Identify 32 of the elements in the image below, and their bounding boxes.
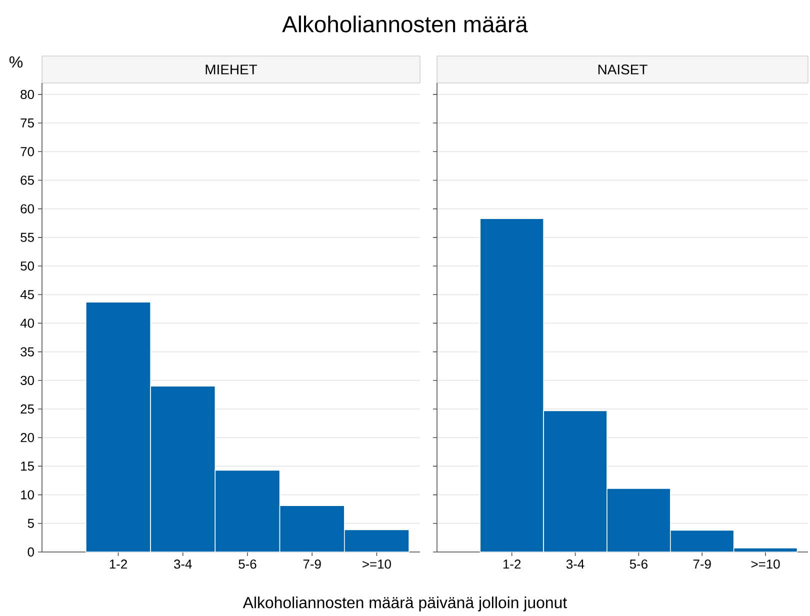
- y-tick-label: 60: [20, 204, 34, 214]
- y-tick-label: 75: [20, 118, 34, 128]
- y-tick-label: 0: [28, 547, 34, 557]
- y-tick-label: 50: [20, 261, 34, 271]
- y-tick-label: 20: [20, 433, 34, 442]
- y-axis-title: %: [9, 56, 23, 68]
- x-tick-label: 5-6: [238, 560, 256, 569]
- y-tick-label: 15: [21, 462, 34, 471]
- y-tick-label: 5: [28, 518, 34, 528]
- y-tick-label: 35: [20, 347, 34, 356]
- y-tick-label: 10: [21, 490, 34, 500]
- x-tick-label: 1-2: [110, 560, 127, 569]
- y-tick-label: 45: [20, 290, 34, 300]
- x-tick-label: 1-2: [503, 560, 521, 569]
- x-tick-label: 5-6: [630, 560, 648, 569]
- x-tick-label: >=10: [362, 560, 391, 569]
- x-tick-label: 7-9: [303, 560, 321, 569]
- chart-subtitle: NAISET: [598, 64, 648, 74]
- y-tick-label: 80: [20, 90, 34, 100]
- x-tick-label: 3-4: [566, 560, 584, 569]
- y-tick-label: 70: [20, 147, 34, 156]
- x-axis-title: Alkoholiannosten määrä päivänä jolloin juonut: [242, 596, 567, 612]
- y-tick-label: 30: [20, 376, 34, 385]
- x-tick-label: 7-9: [693, 560, 711, 569]
- y-tick-label: 25: [20, 404, 34, 414]
- y-tick-label: 65: [20, 176, 34, 185]
- y-tick-label: 40: [20, 318, 34, 328]
- y-tick-label: 55: [20, 232, 34, 242]
- x-tick-label: >=10: [751, 560, 780, 569]
- x-tick-label: 3-4: [174, 560, 192, 569]
- chart-subtitle: MIEHET: [206, 64, 258, 74]
- chart-title: Alkoholiannosten määrä: [282, 16, 528, 32]
